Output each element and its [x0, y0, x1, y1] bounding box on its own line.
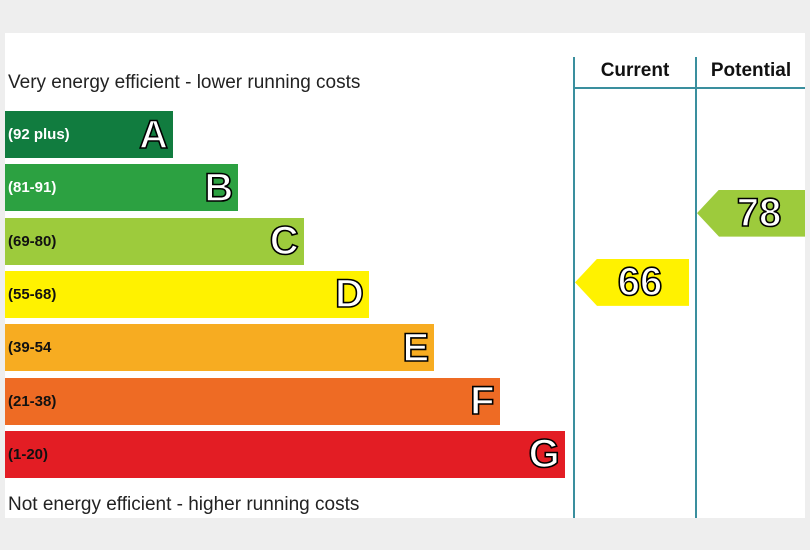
potential-rating-arrow: 78: [697, 189, 805, 237]
band-range-label: (81-91): [8, 179, 57, 197]
band-d: (55-68) D: [5, 270, 369, 318]
potential-column-header: Potential: [710, 60, 792, 81]
current-rating-value: 66: [617, 260, 663, 305]
band-g: (1-20) G: [5, 430, 565, 478]
band-range-label: (21-38): [8, 392, 57, 410]
band-letter: A: [138, 112, 168, 157]
band-letter: C: [269, 219, 299, 264]
potential-rating-value: 78: [736, 191, 782, 236]
band-range-label: (1-20): [8, 445, 49, 463]
band-range-label: (92 plus): [8, 126, 70, 143]
current-column-divider: [573, 57, 575, 518]
band-b: (81-91) B: [5, 164, 239, 212]
current-rating-arrow: 66: [575, 258, 689, 306]
band-letter: B: [204, 165, 234, 210]
band-letter: E: [402, 325, 430, 370]
band-letter: D: [334, 272, 364, 317]
inefficient-caption: Not energy efficient - higher running co…: [8, 494, 360, 515]
epc-chart: Very energy efficient - lower running co…: [5, 33, 805, 518]
efficient-caption: Very energy efficient - lower running co…: [8, 72, 361, 93]
band-range-label: (69-80): [8, 232, 57, 250]
band-range-label: (55-68): [8, 285, 57, 303]
band-f: (21-38) F: [5, 377, 500, 425]
column-header-rule: [573, 87, 805, 89]
band-e: (39-54 E: [5, 324, 435, 372]
band-letter: G: [528, 432, 561, 477]
potential-column-divider: [695, 57, 697, 518]
current-column-header: Current: [600, 60, 670, 81]
band-c: (69-80) C: [5, 217, 304, 265]
band-range-label: (39-54: [8, 339, 52, 357]
band-letter: F: [469, 379, 495, 423]
band-a: (92 plus) A: [5, 111, 173, 158]
